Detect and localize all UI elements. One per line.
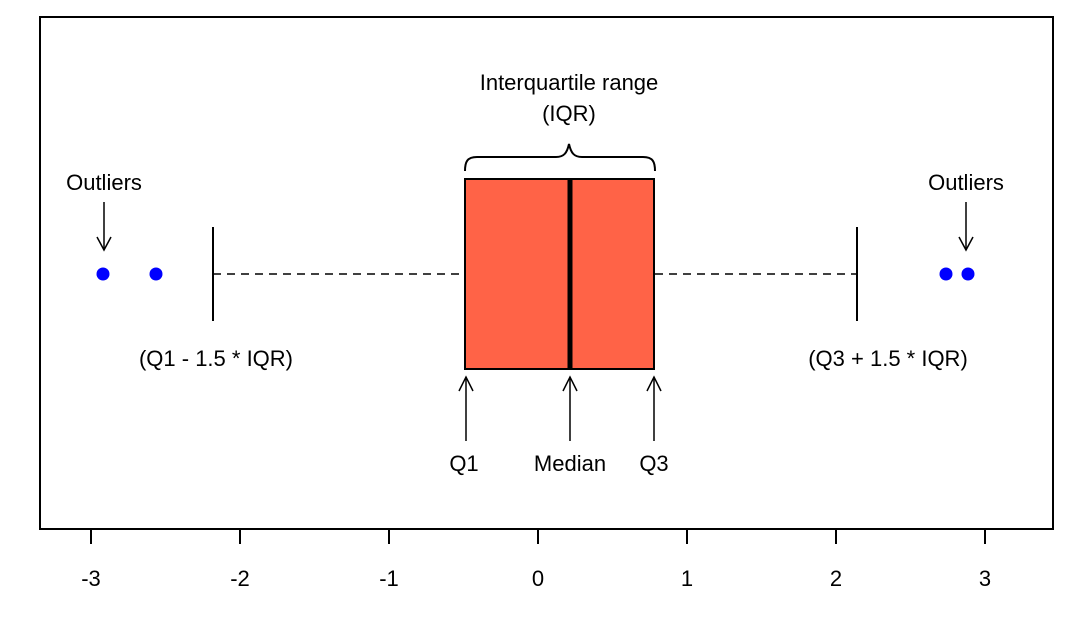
q3-label: Q3 [639,451,668,476]
x-axis: -3 -2 -1 0 1 2 3 [81,530,991,591]
outlier-dot-right-2 [961,267,975,281]
outlier-dot-right-1 [939,267,953,281]
iqr-brace [464,143,656,172]
q1-arrow [458,375,474,441]
q1-label: Q1 [449,451,478,476]
chart-title-line2: (IQR) [542,101,596,126]
outlier-dot-left-1 [96,267,110,281]
outliers-label-right: Outliers [928,170,1004,195]
x-axis-tick-label-2: 2 [830,566,842,591]
outliers-label-left: Outliers [66,170,142,195]
x-axis-tick-label-3: 3 [979,566,991,591]
chart-title-line1: Interquartile range [480,70,659,95]
upper-fence-label: (Q3 + 1.5 * IQR) [808,346,968,371]
outliers-arrow-left [96,202,112,252]
x-axis-tick-label-1: 1 [681,566,693,591]
q3-arrow [646,375,662,441]
median-arrow [562,375,578,441]
iqr-box [464,178,655,370]
x-axis-tick-label-neg3: -3 [81,566,101,591]
median-label: Median [534,451,606,476]
outliers-arrow-right [958,202,974,252]
x-axis-tick-label-neg1: -1 [379,566,399,591]
lower-fence-label: (Q1 - 1.5 * IQR) [139,346,293,371]
x-axis-tick-label-0: 0 [532,566,544,591]
x-axis-tick-label-neg2: -2 [230,566,250,591]
outlier-dot-left-2 [149,267,163,281]
